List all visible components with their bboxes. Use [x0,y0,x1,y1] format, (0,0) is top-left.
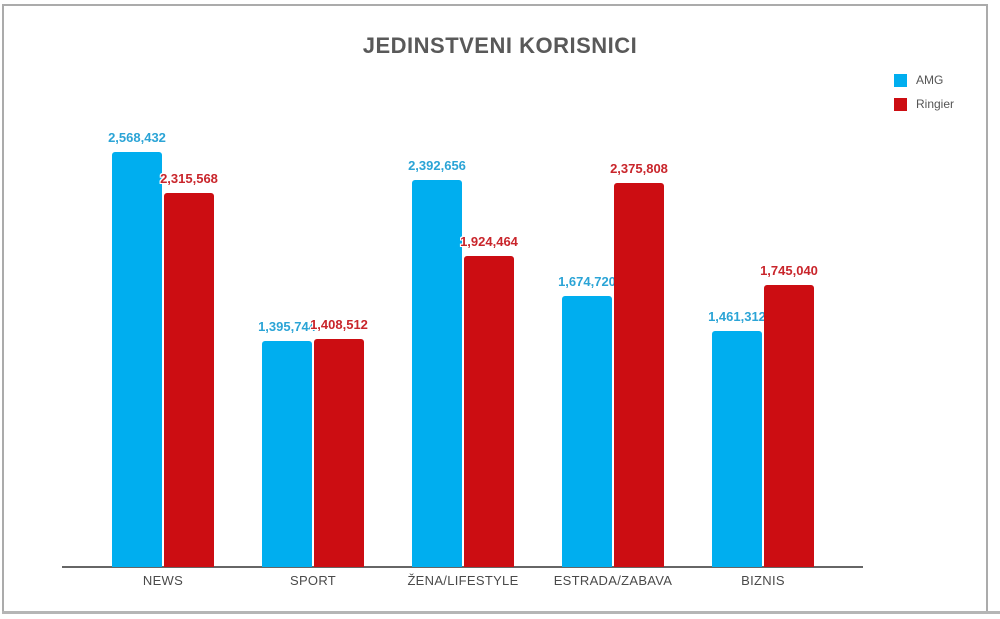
value-label-amg-zena-lifestyle: 2,392,656 [408,158,466,173]
category-label-sport: SPORT [289,573,337,588]
bar-ringier-estrada-zabava [614,183,664,567]
category-label-biznis: BIZNIS [741,573,785,588]
category-label-zena-lifestyle: ŽENA/LIFESTYLE [407,573,519,588]
legend-label-ringier: Ringier [916,97,955,111]
bar-ringier-news [164,193,214,567]
value-label-amg-news: 2,568,432 [108,130,166,145]
bar-amg-news [112,152,162,567]
legend-item-ringier: Ringier [894,97,954,111]
legend: AMG Ringier [894,73,954,111]
legend-swatch-amg-icon [894,73,907,87]
legend-item-amg: AMG [894,73,954,87]
bar-amg-estrada-zabava [562,296,612,567]
legend-swatch-ringier-icon [894,97,907,111]
bar-amg-zena-lifestyle [412,180,462,567]
value-label-amg-biznis: 1,461,312 [708,309,766,324]
value-label-ringier-estrada-zabava: 2,375,808 [610,161,668,176]
value-label-ringier-news: 2,315,568 [160,171,218,186]
x-axis-line [62,566,863,568]
value-label-ringier-biznis: 1,745,040 [760,263,818,278]
bar-ringier-zena-lifestyle [464,256,514,567]
value-label-amg-sport: 1,395,744 [258,319,316,334]
category-label-news: NEWS [142,573,184,588]
value-label-amg-estrada-zabava: 1,674,720 [558,274,616,289]
bottom-border [2,611,1000,614]
category-label-estrada-zabava: ESTRADA/ZABAVA [553,573,673,588]
bar-ringier-biznis [764,285,814,567]
legend-label-amg: AMG [916,73,944,87]
bar-amg-biznis [712,331,762,567]
value-label-ringier-sport: 1,408,512 [310,317,368,332]
value-label-ringier-zena-lifestyle: 1,924,464 [460,234,518,249]
bar-ringier-sport [314,339,364,567]
bar-amg-sport [262,341,312,567]
chart-title: JEDINSTVENI KORISNICI [362,33,638,58]
